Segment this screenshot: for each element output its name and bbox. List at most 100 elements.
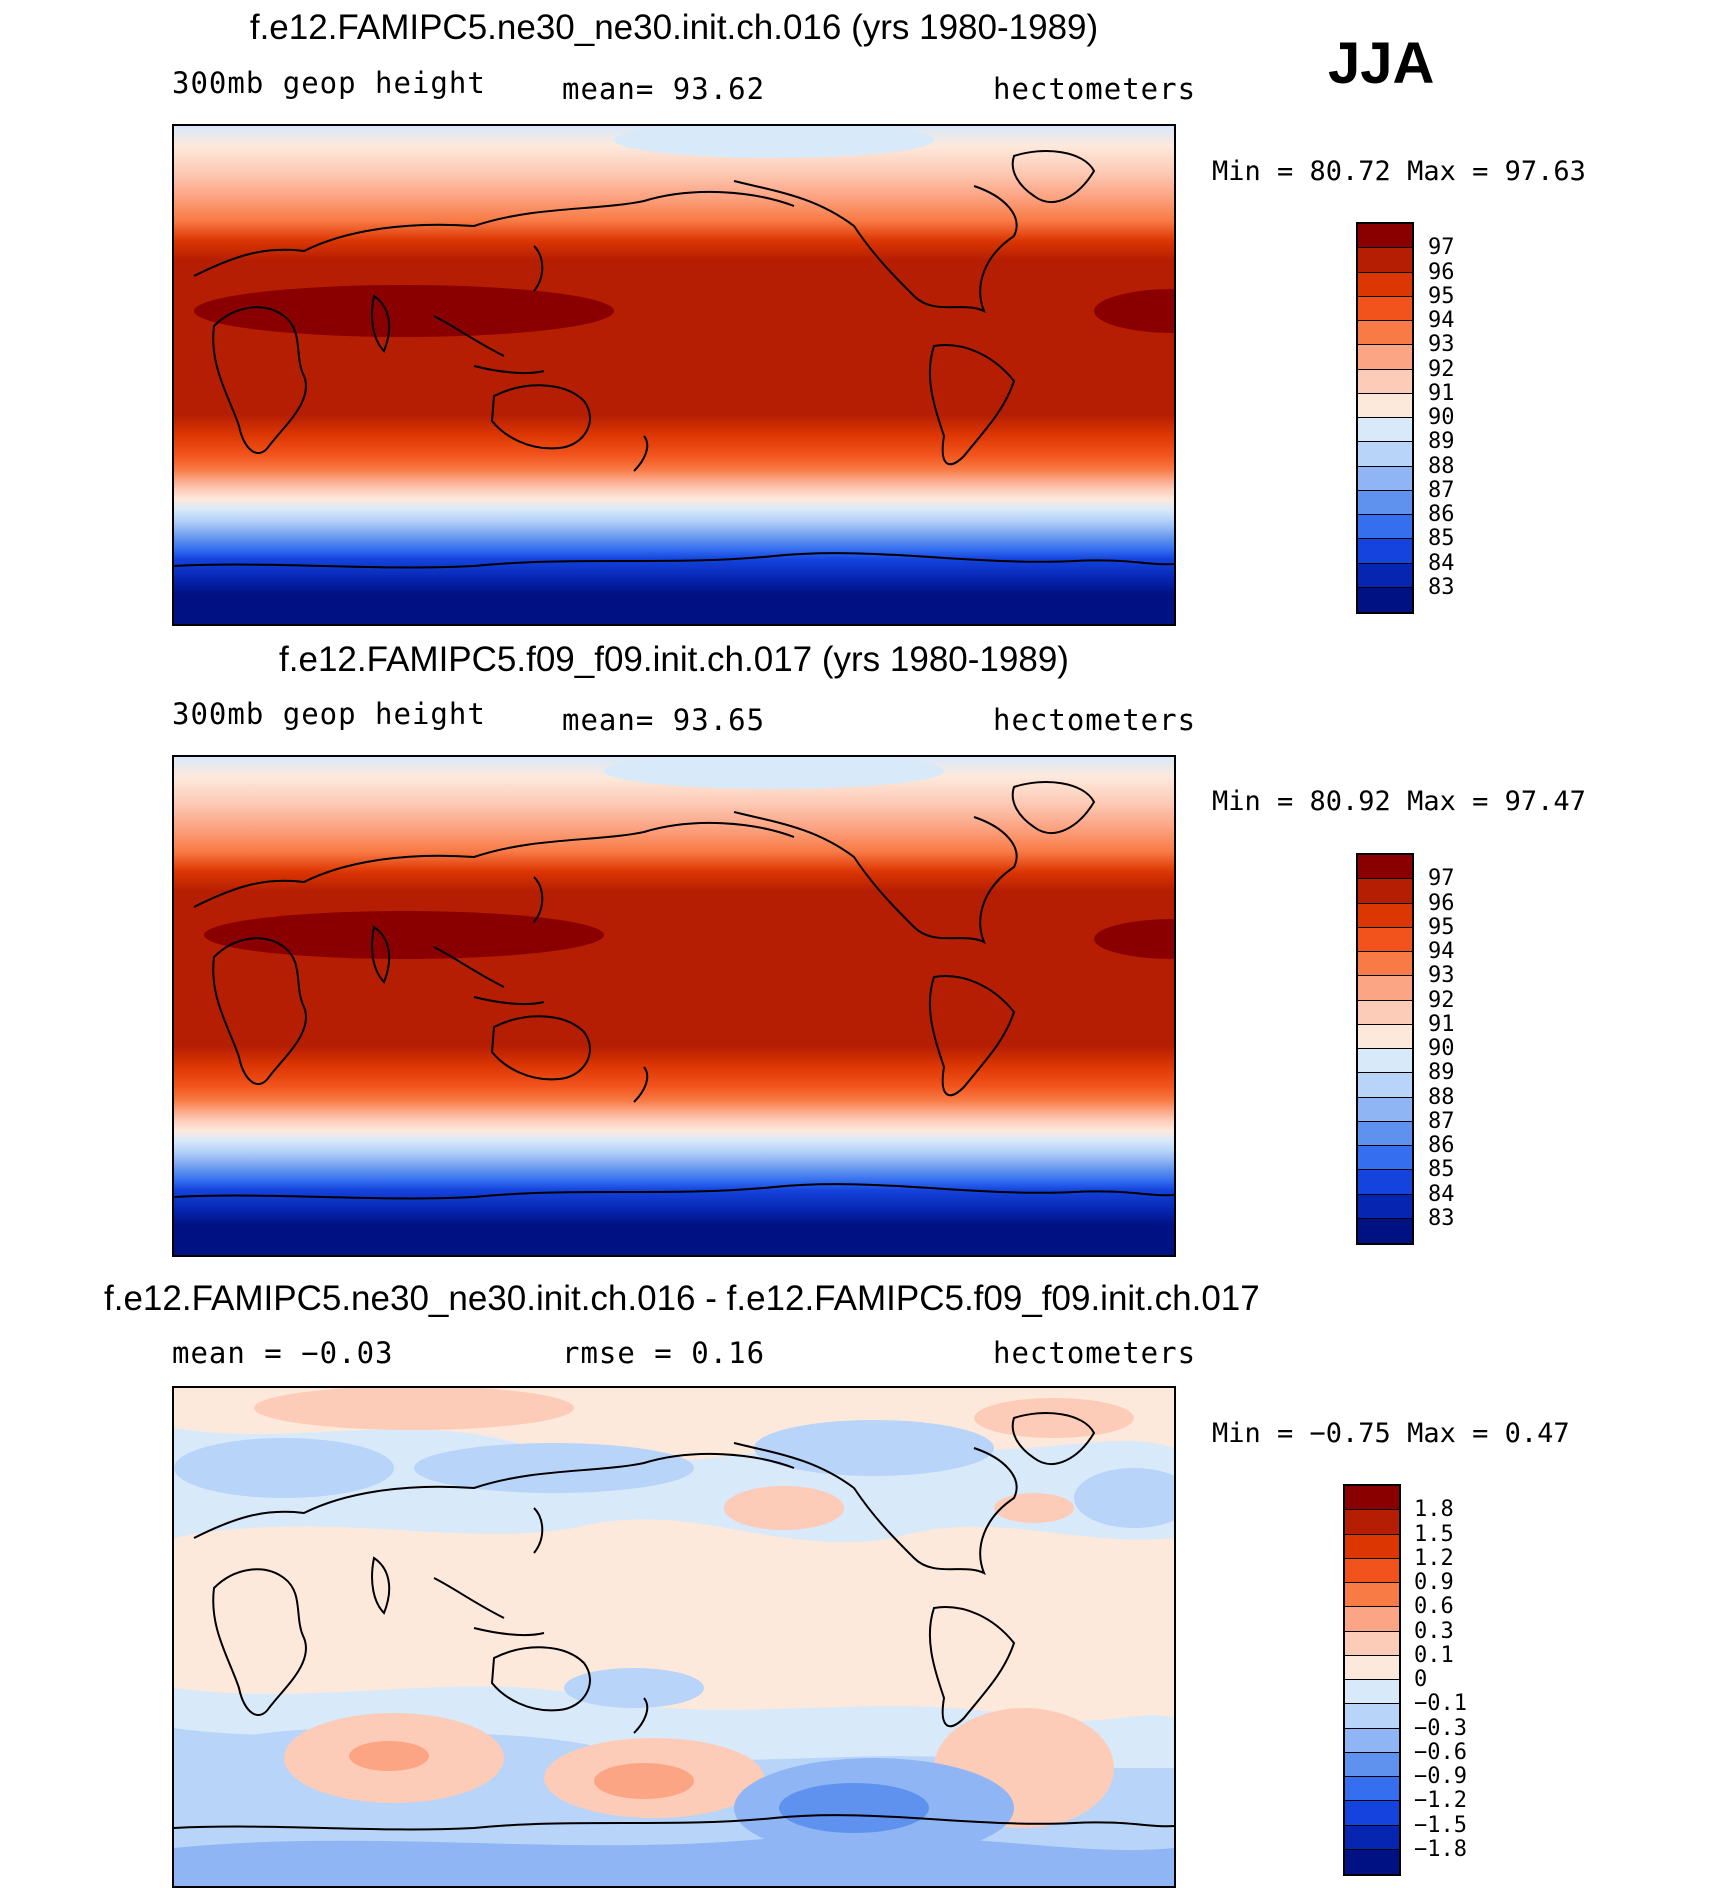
colorbar-tick-label: −1.8 (1414, 1836, 1467, 1862)
colorbar-box (1358, 587, 1412, 612)
colorbar-tick-label: 96 (1428, 259, 1455, 285)
coastline (928, 975, 1016, 1097)
panel2-colorbar (1356, 853, 1414, 1245)
colorbar-tick-label: 86 (1428, 502, 1455, 527)
coastline (928, 344, 1016, 466)
colorbar-box (1358, 345, 1412, 370)
panel1-title: f.e12.FAMIPC5.ne30_ne30.init.ch.016 (yrs… (249, 8, 1099, 47)
colorbar-tick-label: 87 (1428, 1108, 1455, 1134)
coastline (490, 384, 591, 450)
colorbar-tick-label: 88 (1428, 453, 1455, 479)
panel3-mean-label: mean = −0.03 (172, 1336, 394, 1370)
coastline (193, 190, 795, 277)
panel3-map (172, 1386, 1176, 1888)
panel2-field-label: 300mb geop height (172, 697, 486, 731)
season-label: JJA (1328, 31, 1435, 96)
panel2-minmax: Min = 80.92 Max = 97.47 (1212, 786, 1586, 817)
coastline (174, 1183, 1174, 1200)
colorbar-box (1345, 1752, 1399, 1777)
colorbar-tick-label: 0.3 (1414, 1618, 1454, 1644)
colorbar-box (1345, 1777, 1399, 1802)
colorbar-box (1358, 272, 1412, 297)
coastline (371, 294, 391, 353)
colorbar-box (1358, 879, 1412, 904)
coastline (633, 1697, 649, 1734)
colorbar-tick-label: 94 (1428, 308, 1455, 333)
colorbar-box (1358, 393, 1412, 418)
coastline (371, 1556, 391, 1615)
colorbar-tick-label: 91 (1428, 380, 1455, 406)
coastline (174, 552, 1174, 569)
panel2-mean-label: mean= 93.65 (562, 703, 766, 737)
colorbar-box (1358, 1194, 1412, 1219)
panel3-map-svg (174, 1388, 1174, 1886)
panel2-map-svg (174, 757, 1174, 1255)
colorbar-box (1358, 1000, 1412, 1025)
panel1-colorbar (1356, 222, 1414, 614)
colorbar-tick-label: 93 (1428, 963, 1455, 989)
colorbar-box (1345, 1583, 1399, 1608)
panel1-units-label: hectometers (993, 72, 1197, 106)
panel3-title: f.e12.FAMIPC5.ne30_ne30.init.ch.016 - f.… (104, 1279, 1260, 1318)
coastline (212, 1568, 307, 1716)
panel3-colorbar (1343, 1484, 1401, 1876)
colorbar-tick-label: −0.3 (1414, 1715, 1467, 1741)
colorbar-tick-label: 83 (1428, 574, 1455, 600)
colorbar-box (1358, 1073, 1412, 1098)
coastline (212, 306, 307, 454)
colorbar-box (1358, 1146, 1412, 1171)
coastline (1011, 781, 1096, 834)
colorbar-box (1358, 539, 1412, 564)
colorbar-tick-label: 87 (1428, 477, 1455, 503)
colorbar-box (1345, 1486, 1399, 1511)
colorbar-box (1345, 1849, 1399, 1874)
panel3-minmax: Min = −0.75 Max = 0.47 (1212, 1418, 1570, 1449)
colorbar-tick-label: 90 (1428, 405, 1455, 430)
colorbar-tick-label: 1.8 (1414, 1497, 1454, 1523)
colorbar-tick-label: −0.9 (1414, 1764, 1467, 1789)
colorbar-box (1358, 1218, 1412, 1243)
colorbar-box (1358, 1121, 1412, 1146)
colorbar-box (1358, 563, 1412, 588)
panel1-mean-label: mean= 93.62 (562, 72, 766, 106)
coastline (433, 1577, 545, 1637)
colorbar-tick-label: 89 (1428, 1060, 1455, 1086)
colorbar-box (1358, 442, 1412, 467)
colorbar-box (1358, 1049, 1412, 1074)
colorbar-box (1358, 976, 1412, 1001)
colorbar-box (1345, 1825, 1399, 1850)
panel1-map (172, 124, 1176, 626)
colorbar-tick-label: −1.2 (1414, 1788, 1467, 1814)
colorbar-tick-label: 84 (1428, 1181, 1455, 1207)
coastline (733, 180, 1018, 314)
coastline (212, 937, 307, 1085)
colorbar-tick-label: 95 (1428, 283, 1455, 309)
panel1-minmax: Min = 80.72 Max = 97.63 (1212, 156, 1586, 187)
colorbar-box (1358, 515, 1412, 540)
colorbar-tick-label: 93 (1428, 332, 1455, 358)
colorbar-box (1358, 952, 1412, 977)
coastline (371, 925, 391, 984)
colorbar-tick-label: 1.2 (1414, 1545, 1454, 1571)
colorbar-tick-label: 0.6 (1414, 1594, 1454, 1620)
colorbar-tick-label: 85 (1428, 526, 1455, 552)
colorbar-tick-label: 0.1 (1414, 1642, 1454, 1668)
colorbar-tick-label: 88 (1428, 1084, 1455, 1110)
panel1-map-svg (174, 126, 1174, 624)
colorbar-tick-label: 0 (1414, 1667, 1428, 1692)
colorbar-tick-label: 97 (1428, 866, 1455, 892)
colorbar-box (1345, 1655, 1399, 1680)
panel2-units-label: hectometers (993, 703, 1197, 737)
panel3-rmse-label: rmse = 0.16 (562, 1336, 766, 1370)
colorbar-tick-label: 97 (1428, 235, 1455, 261)
colorbar-box (1358, 296, 1412, 321)
colorbar-box (1345, 1510, 1399, 1535)
colorbar-tick-label: 92 (1428, 356, 1455, 382)
coastline (433, 946, 545, 1006)
colorbar-box (1358, 1170, 1412, 1195)
colorbar-tick-label: 1.5 (1414, 1521, 1454, 1547)
colorbar-box (1358, 369, 1412, 394)
coastline (490, 1646, 591, 1712)
coastline (928, 1606, 1016, 1728)
coastline (733, 811, 1018, 945)
